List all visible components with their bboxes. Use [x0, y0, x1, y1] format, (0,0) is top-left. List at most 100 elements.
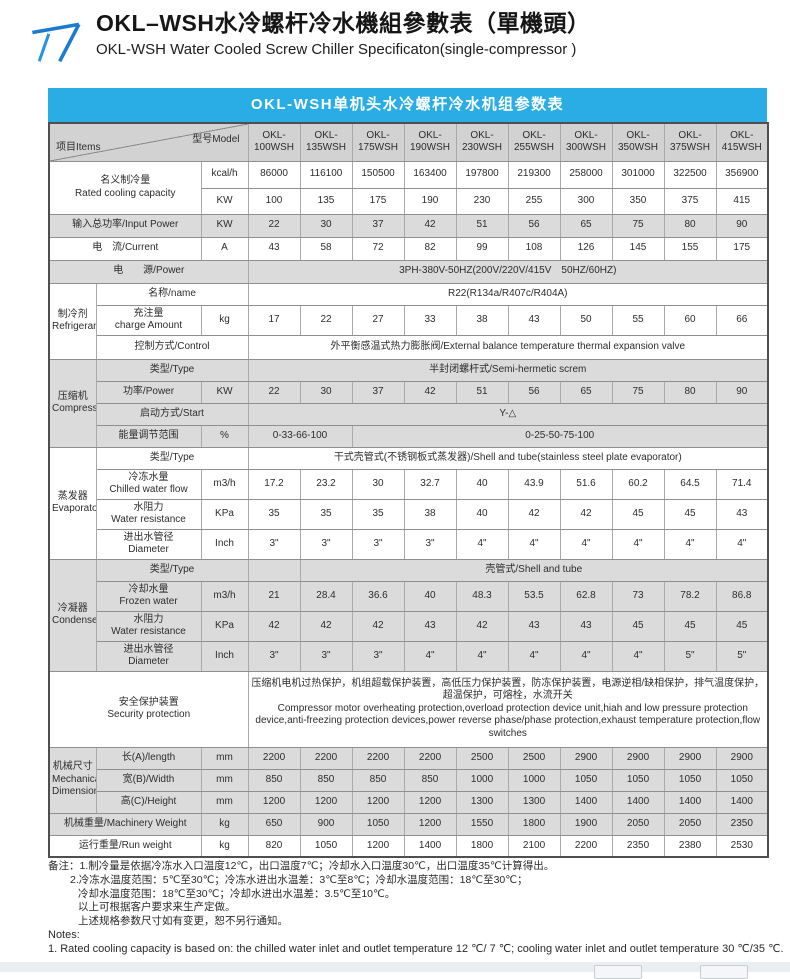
title-block: OKL–WSH水冷螺杆冷水機組參數表（單機頭） OKL-WSH Water Co…	[96, 8, 591, 60]
value-cell: 28.4	[299, 580, 353, 612]
value-cell	[247, 558, 301, 582]
value-cell: 2100	[507, 834, 561, 858]
value-cell: 36.6	[351, 580, 405, 612]
value-cell: 116100	[299, 160, 353, 189]
value-cell: 1200	[351, 790, 405, 814]
cutoff-shape	[700, 965, 748, 979]
value-cell: 900	[299, 812, 353, 836]
value-cell: 82	[403, 236, 457, 261]
merged-value-cell: 0-33-66-100	[247, 424, 353, 448]
value-cell: 1050	[611, 768, 665, 792]
value-cell: 175	[715, 236, 769, 261]
row-label: 名称/name	[95, 282, 249, 306]
value-cell: 4"	[559, 640, 613, 672]
value-cell: 37	[351, 380, 405, 404]
row-label: 充注量 charge Amount	[95, 304, 202, 336]
value-cell: 100	[247, 187, 301, 215]
table-row: 制冷剂Refrigerant名称/nameR22(R134a/R407c/R40…	[48, 282, 769, 360]
value-cell: 375	[663, 187, 717, 215]
page-footer-band	[0, 962, 790, 979]
value-cell: 1050	[663, 768, 717, 792]
value-cell: 2500	[507, 746, 561, 770]
value-cell: 45	[715, 610, 769, 642]
value-cell: 42	[559, 498, 613, 530]
value-cell: 2200	[351, 746, 405, 770]
value-cell: 1400	[611, 790, 665, 814]
value-cell: 65	[559, 380, 613, 404]
value-cell: 2900	[663, 746, 717, 770]
unit-cell: KW	[200, 187, 249, 215]
row-label: 名义制冷量 Rated cooling capacity	[48, 160, 202, 215]
value-cell: 1200	[299, 790, 353, 814]
value-cell: 22	[247, 213, 301, 238]
value-cell: 43	[507, 304, 561, 336]
table-row: 能量调节范围% 0-33-66-100 0-25-50-75-100	[49, 424, 769, 448]
note-line: 备注：1.制冷量是依据冷冻水入口温度12℃，出口温度7℃；冷却水入口温度30℃，…	[48, 860, 555, 872]
value-cell: 2500	[455, 746, 509, 770]
value-cell: 53.5	[507, 580, 561, 612]
value-cell: 4"	[455, 640, 509, 672]
table-row: 控制方式/Control 外平衡感温式热力膨胀阀/External balance…	[49, 334, 769, 360]
value-cell: 73	[611, 580, 665, 612]
table-row: 冷凝器Condenser类型/Type 壳管式/Shell and tube	[48, 558, 769, 672]
value-cell: 3"	[247, 640, 301, 672]
table-row: 冷却水量 Frozen water m3/h 21 28.4 36.6 40 48.3 53.5…	[49, 580, 769, 612]
value-cell: 86000	[247, 160, 301, 189]
value-cell: 1050	[351, 812, 405, 836]
row-label: 输入总功率/Input Power	[48, 213, 202, 238]
row-label: 类型/Type	[95, 358, 249, 382]
items-label: 项目Items	[56, 142, 101, 153]
note-line: 1. Rated cooling capacity is based on: t…	[48, 942, 784, 955]
value-cell: 2200	[403, 746, 457, 770]
table-title-bar: OKL-WSH单机头水冷螺杆冷水机组参数表	[48, 88, 767, 122]
value-cell: 56	[507, 380, 561, 404]
value-cell: 1550	[455, 812, 509, 836]
value-cell: 3"	[247, 528, 301, 560]
value-cell: 850	[299, 768, 353, 792]
merged-value-cell: 壳管式/Shell and tube	[299, 558, 769, 582]
value-cell: 3"	[403, 528, 457, 560]
value-cell: 2900	[559, 746, 613, 770]
row-label: 电 源/Power	[48, 259, 249, 284]
value-cell: 56	[507, 213, 561, 238]
value-cell: 2900	[611, 746, 665, 770]
value-cell: 2350	[715, 812, 769, 836]
value-cell: 42	[403, 380, 457, 404]
row-label: 长(A)/length	[95, 746, 202, 770]
value-cell: 43	[715, 498, 769, 530]
table-row: 名义制冷量 Rated cooling capacity kcal/h 86000 11…	[48, 160, 769, 215]
security-text-cell: 压缩机电机过热保护，机组超载保护装置，高低压力保护装置，防冻保护装置，电源逆相/…	[247, 670, 769, 748]
row-label: 安全保护装置 Security protection	[48, 670, 249, 748]
value-cell: 1200	[247, 790, 301, 814]
value-cell: 35	[299, 498, 353, 530]
value-cell: 2200	[299, 746, 353, 770]
value-cell: 4"	[663, 528, 717, 560]
model-header-cell: OKL- 255WSH	[507, 122, 561, 162]
model-header-cell: OKL- 350WSH	[611, 122, 665, 162]
value-cell: 86.8	[715, 580, 769, 612]
value-cell: 850	[403, 768, 457, 792]
table-row: 机械重量/Machinery Weight kg 650 900 1050 1200 155…	[48, 812, 769, 836]
table-row: 安全保护装置 Security protection 压缩机电机过热保护，机组超载保…	[48, 670, 769, 748]
unit-cell: mm	[200, 746, 249, 770]
table-row: KW 100 135 175 190 230 255 300 350 375 415	[49, 187, 769, 215]
table-row: 运行重量/Run weight kg 820 1050 1200 1400 1800 2100…	[48, 834, 769, 858]
value-cell: 17	[247, 304, 301, 336]
value-cell: 4"	[611, 528, 665, 560]
notes-section: 备注：1.制冷量是依据冷冻水入口温度12℃，出口温度7℃；冷却水入口温度30℃，…	[48, 860, 784, 957]
value-cell: 4"	[403, 640, 457, 672]
value-cell: 80	[663, 213, 717, 238]
value-cell: 80	[663, 380, 717, 404]
model-header-cell: OKL- 300WSH	[559, 122, 613, 162]
merged-value-cell: 半封闭螺杆式/Semi-hermetic screm	[247, 358, 769, 382]
value-cell: 22	[299, 304, 353, 336]
value-cell: 30	[299, 213, 353, 238]
value-cell: 1050	[559, 768, 613, 792]
merged-value-cell: 0-25-50-75-100	[351, 424, 769, 448]
row-label: 运行重量/Run weight	[48, 834, 202, 858]
row-label: 宽(B)/Width	[95, 768, 202, 792]
model-header-cell: OKL- 100WSH	[247, 122, 301, 162]
value-cell: 219300	[507, 160, 561, 189]
row-group-label: 压缩机Compressor	[48, 358, 97, 448]
value-cell: 38	[403, 498, 457, 530]
